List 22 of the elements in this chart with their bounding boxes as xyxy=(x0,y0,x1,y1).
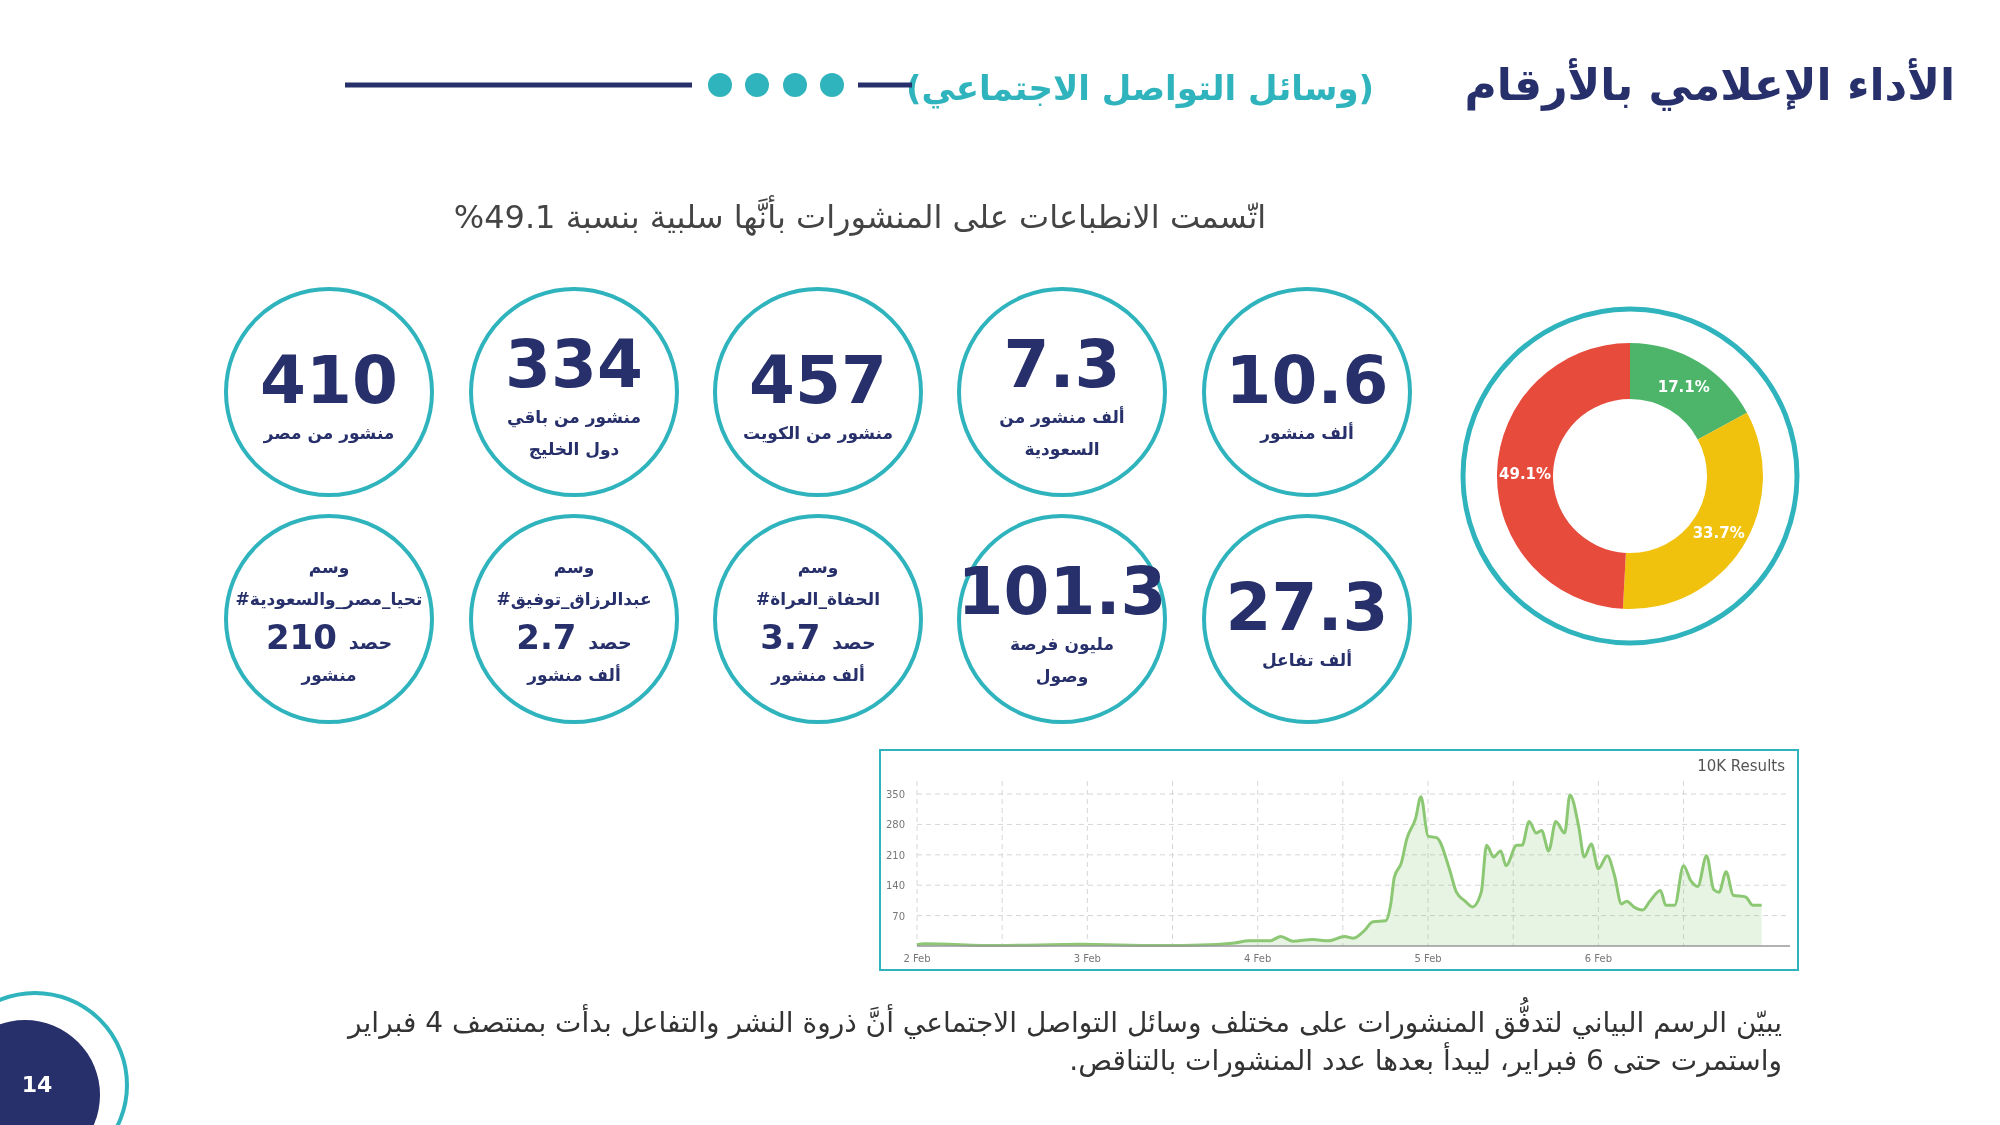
text: يبيّن الرسم البياني لتدفُّق المنشورات على مختلف وسائل التواصل الاجتماعي أنَّ ذروة النشر والتفاعل بدأت بمنتصف 4 فبراير واستمرت حتى 6 فبراير، ليبدأ بعدها عدد المنشورات بالتناقص. xyxy=(346,996,1782,1077)
text: اتّسمت الانطباعات على المنشورات بأنَّها سلبية بنسبة 49.1% xyxy=(453,195,1267,236)
data-label: 33.7% xyxy=(1692,524,1745,543)
data-label: 17.1% xyxy=(1657,377,1710,396)
y-tick-label: 140 xyxy=(885,880,905,892)
text: الأداء الإعلامي بالأرقام xyxy=(1464,58,1955,111)
donut-slice xyxy=(1630,343,1748,440)
donut-slice xyxy=(1622,412,1763,609)
x-tick-label: 6 Feb xyxy=(1584,953,1612,964)
x-tick-label: 4 Feb xyxy=(1244,953,1272,964)
x-tick-label: 3 Feb xyxy=(1073,953,1101,964)
text: 10K Results xyxy=(1697,757,1786,775)
y-tick-label: 210 xyxy=(885,849,905,861)
y-tick-label: 280 xyxy=(885,819,905,831)
y-tick-label: 350 xyxy=(885,789,905,801)
data-label: 49.1% xyxy=(1499,465,1552,484)
text: (وسائل التواصل الاجتماعي) xyxy=(905,68,1375,109)
text: 14 xyxy=(21,1072,53,1097)
x-tick-label: 2 Feb xyxy=(903,953,931,964)
x-tick-label: 5 Feb xyxy=(1414,953,1442,964)
donut-slice xyxy=(1497,343,1630,609)
y-tick-label: 70 xyxy=(892,910,905,922)
